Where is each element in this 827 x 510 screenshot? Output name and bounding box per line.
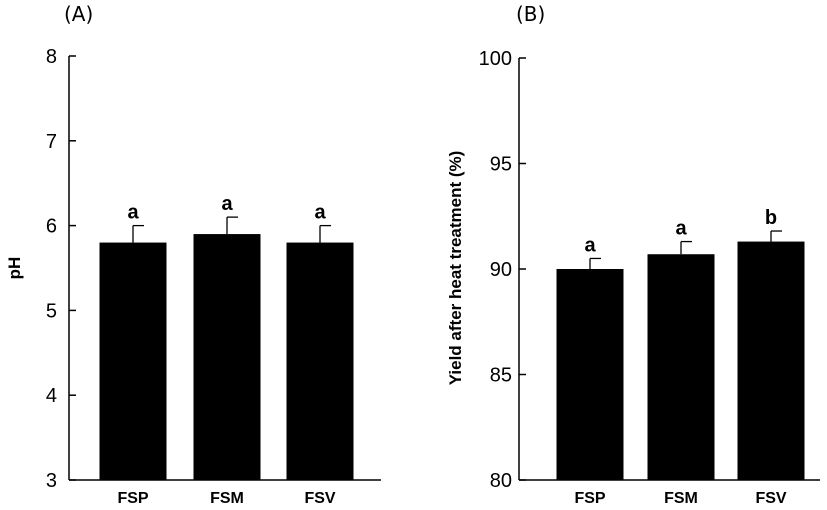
panel-b-significance-fsp: a (584, 234, 596, 256)
panel-a-category-label-fsm: FSM (210, 490, 244, 507)
panel-b-significance-fsv: b (765, 207, 777, 229)
panel-a-y-tick-label: 4 (46, 385, 57, 407)
panel-b-bar-fsv (737, 241, 805, 480)
panel-a-category-label-fsv: FSV (304, 490, 335, 507)
panel-b-bar-fsp (556, 269, 624, 480)
panel-a-significance-fsv: a (314, 202, 326, 224)
panel-a-bar-fsm (193, 234, 261, 480)
panel-b-significance-fsm: a (675, 218, 687, 240)
panel-a-bar-fsv (286, 242, 354, 480)
panel-b-y-tick-label: 80 (490, 470, 512, 492)
panel-a-y-tick-label: 5 (46, 300, 57, 322)
panel-b-bar-fsm (647, 254, 715, 480)
panel-a-y-tick-label: 8 (46, 46, 57, 68)
panel-b: (B) Yield after heat treatment (%) 80 85 9… (446, 2, 820, 507)
panel-a-bar-fsp (99, 242, 167, 480)
panel-a-y-tick-label: 3 (46, 470, 57, 492)
panel-a-label: (A) (64, 2, 93, 26)
panel-b-y-tick-label: 85 (490, 365, 512, 387)
panel-a-category-label-fsp: FSP (117, 490, 148, 507)
panel-b-category-label-fsv: FSV (755, 490, 786, 507)
panel-a-y-axis-label: pH (5, 257, 24, 280)
panel-b-y-axis-label: Yield after heat treatment (%) (446, 151, 465, 386)
panel-a: (A) pH 3 4 5 6 7 8 a FSP a FSM a FSV (5, 2, 381, 507)
panel-b-y-tick-label: 95 (490, 154, 512, 176)
panel-a-plot: 3 4 5 6 7 8 a FSP a FSM a FSV (46, 46, 381, 507)
panel-b-plot: 80 85 90 95 100 a FSP a FSM b FSV (479, 48, 820, 507)
panel-b-category-label-fsm: FSM (664, 490, 698, 507)
panel-a-significance-fsp: a (127, 202, 139, 224)
panel-b-label: (B) (516, 2, 545, 26)
panel-b-category-label-fsp: FSP (574, 490, 605, 507)
panel-a-significance-fsm: a (221, 193, 233, 215)
panel-a-y-tick-label: 7 (46, 131, 57, 153)
panel-a-y-tick-label: 6 (46, 216, 57, 238)
panel-b-y-tick-label: 90 (490, 259, 512, 281)
panel-b-y-tick-label: 100 (479, 48, 512, 70)
